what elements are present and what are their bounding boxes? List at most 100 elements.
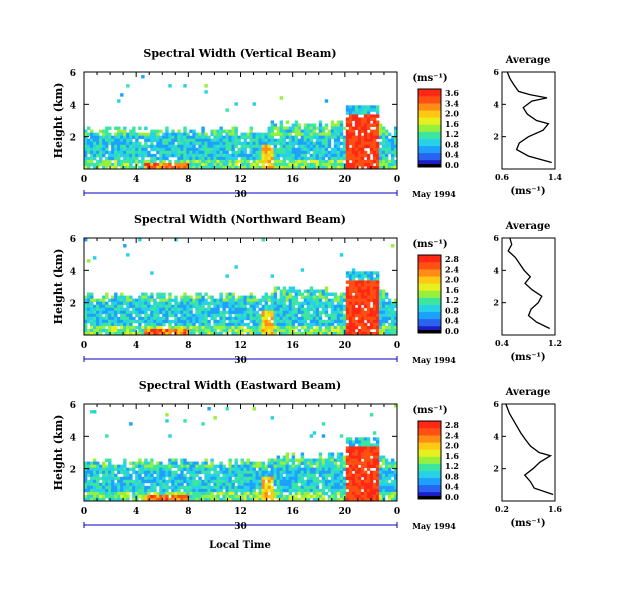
heatmap-cell — [222, 156, 226, 161]
heatmap-cell — [324, 319, 329, 324]
heatmap-cell — [285, 132, 290, 137]
x-tick-label: 12 — [234, 175, 247, 185]
heatmap-cell — [366, 292, 371, 296]
heatmap-cell — [303, 144, 308, 149]
heatmap-cell — [351, 132, 356, 137]
heatmap-cell — [252, 482, 256, 487]
heatmap-cell — [114, 150, 118, 155]
heatmap-cell — [150, 147, 154, 152]
heatmap-cell — [123, 494, 127, 499]
heatmap-cell — [141, 310, 145, 315]
heatmap-cell — [246, 325, 250, 330]
heatmap-cell — [252, 491, 256, 496]
heatmap-cell — [108, 159, 112, 164]
heatmap-cell — [243, 141, 247, 146]
heatmap-cell — [225, 147, 229, 152]
heatmap-cell — [261, 295, 265, 300]
heatmap-cell — [243, 491, 247, 496]
heatmap-cell — [333, 325, 338, 330]
heatmap-cell — [213, 150, 217, 155]
heatmap-cell — [153, 476, 157, 481]
heatmap-cell — [348, 325, 353, 330]
heatmap-cell — [90, 325, 94, 330]
heatmap-cell — [93, 319, 97, 324]
heatmap-cell — [120, 316, 124, 321]
heatmap-cell — [84, 141, 88, 146]
heatmap-cell — [351, 310, 356, 315]
heatmap-cell — [360, 120, 365, 124]
heatmap-cell — [183, 304, 187, 309]
heatmap-cell — [183, 316, 187, 321]
heatmap-cell — [105, 292, 109, 296]
heatmap-cell — [213, 129, 217, 134]
heatmap-cell — [246, 470, 250, 475]
heatmap-cell — [93, 470, 97, 475]
heatmap-cell — [393, 316, 398, 321]
heatmap-cell — [312, 316, 317, 321]
heatmap-cell — [330, 458, 335, 462]
heatmap-cell — [378, 162, 383, 167]
heatmap-cell — [291, 476, 296, 481]
heatmap-cell — [306, 479, 311, 484]
heatmap-cell — [204, 301, 208, 306]
heatmap-cell — [327, 153, 332, 158]
average-y-tick-label: 2 — [493, 464, 499, 474]
heatmap-cell — [84, 494, 88, 499]
heatmap-cell — [282, 153, 287, 158]
heatmap-cell — [225, 150, 229, 155]
heatmap-cell — [267, 310, 271, 315]
heatmap-cell — [267, 138, 271, 143]
heatmap-cell — [252, 331, 256, 336]
colorbar-segment — [418, 325, 441, 334]
heatmap-cell — [273, 328, 278, 333]
heatmap-cell — [279, 470, 284, 475]
heatmap-cell — [342, 295, 347, 300]
heatmap-cell — [165, 488, 169, 493]
heatmap-cell — [279, 298, 284, 303]
heatmap-cell — [210, 132, 214, 137]
heatmap-cell — [369, 458, 374, 462]
heatmap-cell — [165, 413, 169, 417]
heatmap-cell — [99, 301, 103, 306]
heatmap-cell — [303, 482, 308, 487]
x-tick-label: 12 — [234, 507, 247, 517]
heatmap-cell — [177, 328, 181, 333]
heatmap-cell — [351, 277, 356, 281]
heatmap-cell — [369, 162, 374, 167]
heatmap-cell — [276, 488, 281, 493]
heatmap-cell — [189, 491, 193, 496]
heatmap-cell — [228, 485, 232, 490]
heatmap-cell — [243, 313, 247, 318]
heatmap-cells — [84, 75, 398, 170]
heatmap-cell — [171, 482, 175, 487]
heatmap-cell — [393, 138, 398, 143]
heatmap-cell — [198, 304, 202, 309]
heatmap-cell — [258, 301, 262, 306]
heatmap-cell — [195, 304, 199, 309]
heatmap-cell — [186, 159, 190, 164]
heatmap-cell — [180, 147, 184, 152]
heatmap-cell — [300, 455, 305, 459]
heatmap-cell — [192, 470, 196, 475]
heatmap-cell — [123, 295, 127, 300]
heatmap-cell — [240, 461, 244, 466]
colorbar-segment — [418, 110, 441, 118]
heatmap-cell — [252, 473, 256, 478]
heatmap-cell — [141, 325, 145, 330]
heatmap-cell — [345, 307, 350, 312]
heatmap-cell — [111, 325, 115, 330]
heatmap-cell — [129, 467, 133, 472]
heatmap-cell — [108, 485, 112, 490]
heatmap-cell — [264, 132, 268, 137]
heatmap-cell — [153, 470, 157, 475]
heatmap-cell — [264, 491, 268, 496]
heatmap-cell — [90, 461, 94, 466]
heatmap-cell — [252, 132, 256, 137]
heatmap-cell — [84, 301, 88, 306]
heatmap-cell — [351, 449, 356, 453]
heatmap-cell — [318, 325, 323, 330]
heatmap-cell — [315, 467, 320, 472]
heatmap-cell — [279, 313, 284, 318]
heatmap-cell — [93, 313, 97, 318]
heatmap-cell — [348, 301, 353, 306]
